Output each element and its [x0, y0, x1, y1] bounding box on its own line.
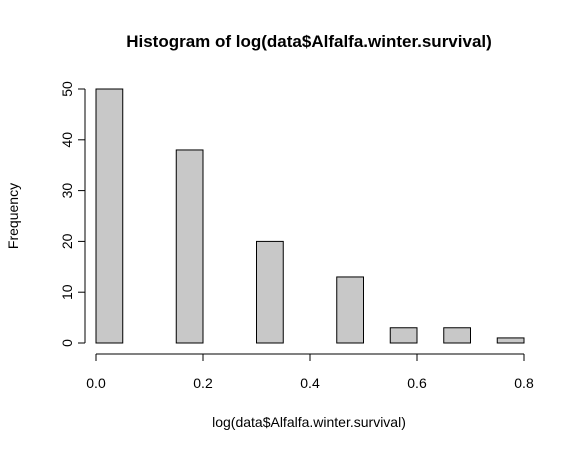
- histogram-bar: [175, 149, 204, 344]
- bars-group: [95, 88, 525, 344]
- y-tick-label: 30: [59, 183, 75, 199]
- y-tick-label: 10: [59, 284, 75, 300]
- x-tick-label: 0.0: [86, 375, 106, 391]
- y-tick-label: 40: [59, 132, 75, 148]
- y-axis-label: Frequency: [5, 183, 21, 249]
- x-axis-ticks: 0.0 0.2 0.4 0.6 0.8: [86, 354, 534, 391]
- histogram-bar: [256, 240, 284, 344]
- histogram-bar: [336, 276, 364, 344]
- chart-title: Histogram of log(data$Alfalfa.winter.sur…: [126, 32, 492, 51]
- y-axis-ticks: 0 10 20 30 40 50: [59, 81, 85, 347]
- histogram-bar: [95, 88, 124, 344]
- y-tick-label: 20: [59, 233, 75, 249]
- x-axis-label: log(data$Alfalfa.winter.survival): [212, 414, 406, 430]
- histogram-bar: [389, 327, 418, 344]
- x-tick-label: 0.8: [514, 375, 534, 391]
- x-tick-label: 0.6: [407, 375, 427, 391]
- histogram-bar: [496, 337, 525, 344]
- histogram-bar: [443, 327, 471, 344]
- y-tick-label: 0: [59, 339, 75, 347]
- y-tick-label: 50: [59, 81, 75, 97]
- x-tick-label: 0.4: [300, 375, 320, 391]
- x-tick-label: 0.2: [193, 375, 213, 391]
